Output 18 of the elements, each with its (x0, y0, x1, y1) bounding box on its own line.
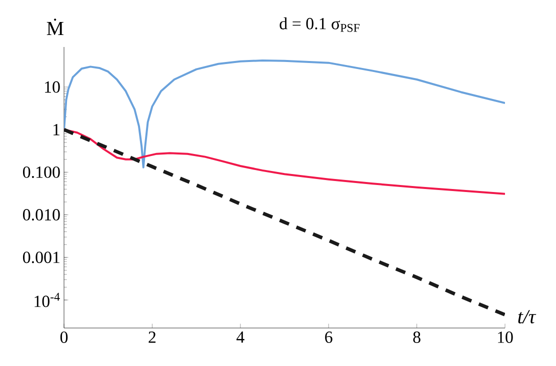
line-series (64, 128, 506, 195)
x-tick-label: 10 (498, 332, 513, 343)
y-tick-label: 0.001 (23, 252, 60, 264)
line-series (64, 128, 506, 317)
y-tick-label: 0.100 (23, 166, 60, 178)
y-axis-title: Ṁ (46, 18, 64, 36)
x-tick-label: 6 (325, 332, 332, 343)
x-tick-label: 2 (148, 332, 156, 343)
line-series (64, 59, 506, 168)
x-tick-label: 0 (60, 332, 68, 343)
y-tick-label: 0.010 (23, 209, 60, 221)
y-tick-label: 1 (53, 124, 60, 136)
x-tick-label: 8 (413, 332, 420, 343)
y-tick-label: 10 (45, 81, 60, 93)
y-tick-label: 10$^{-4}$ (34, 292, 60, 308)
chart-title: d = 0.1 σ$_{PSF}$ (280, 17, 360, 32)
x-axis-title: t/τ (518, 310, 536, 324)
x-tick-label: 4 (236, 332, 244, 343)
